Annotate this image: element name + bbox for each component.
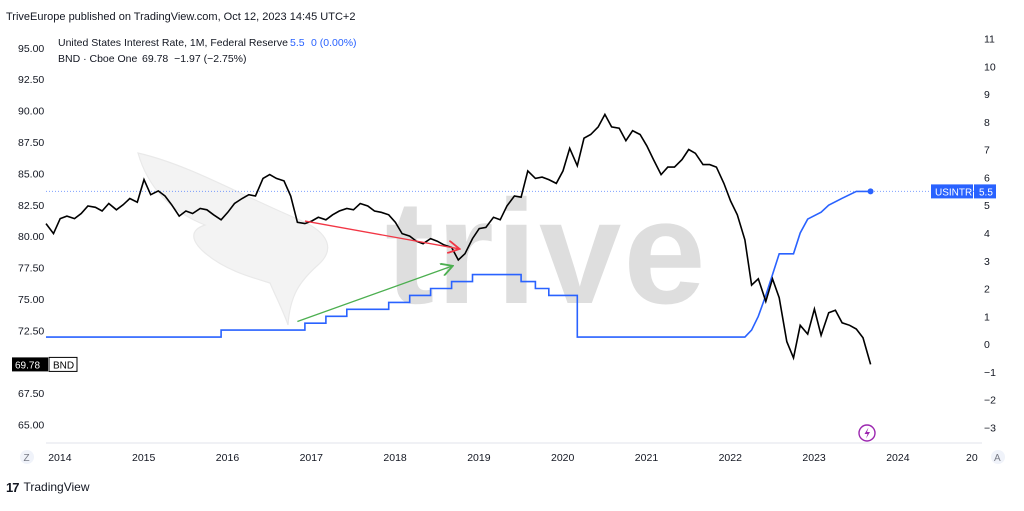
usintr-price-tag: USINTR 5.5 <box>931 184 996 199</box>
legend-usintr-value: 5.5 <box>290 37 305 49</box>
legend-usintr-change: 0 (0.00%) <box>311 37 357 49</box>
x-tick-label: 2020 <box>551 452 575 464</box>
z-button-label: Z <box>24 453 30 464</box>
left-tick-label: 82.50 <box>18 200 44 212</box>
left-price-axis[interactable]: 95.00 92.50 90.00 87.50 85.00 82.50 80.00 77.50… <box>18 43 44 432</box>
time-axis[interactable]: 2014 2015 2016 2017 2018 2019 2020 2021 2022 2023… <box>48 452 978 464</box>
bnd-tag-value: 69.78 <box>15 360 40 371</box>
right-tick-label: 11 <box>984 34 995 46</box>
left-tick-label: 65.00 <box>18 419 44 431</box>
right-tick-label: 7 <box>984 145 990 157</box>
right-tick-label: 6 <box>984 173 990 185</box>
right-tick-label: −2 <box>984 395 996 407</box>
x-tick-label: 20 <box>966 452 978 464</box>
bnd-series-line <box>45 112 872 365</box>
x-tick-label: 2017 <box>300 452 324 464</box>
watermark: trive <box>137 152 708 335</box>
x-tick-label: 2014 <box>48 452 72 464</box>
watermark-text: trive <box>385 170 708 335</box>
bnd-price-tag: 69.78 BND <box>12 356 78 372</box>
red-trend-arrow[interactable] <box>304 220 458 249</box>
watermark-logo-icon <box>137 152 329 326</box>
published-header: TriveEurope published on TradingView.com… <box>6 11 356 23</box>
legend-bnd-values: 69.78 −1.97 (−2.75%) <box>142 53 247 65</box>
x-tick-label: 2016 <box>216 452 240 464</box>
left-tick-label: 72.50 <box>18 325 44 337</box>
left-tick-label: 87.50 <box>18 137 44 149</box>
x-tick-label: 2023 <box>802 452 826 464</box>
right-tick-label: 4 <box>984 228 990 240</box>
usintr-tag-label: USINTR <box>935 187 972 198</box>
x-tick-label: 2021 <box>635 452 659 464</box>
left-tick-label: 92.50 <box>18 74 44 86</box>
legend-usintr-name[interactable]: United States Interest Rate, 1M, Federal… <box>58 37 288 49</box>
right-tick-label: −3 <box>984 422 996 434</box>
x-tick-label: 2018 <box>383 452 407 464</box>
bnd-tag-label: BND <box>53 360 74 371</box>
x-tick-label: 2019 <box>467 452 491 464</box>
left-tick-label: 77.50 <box>18 263 44 275</box>
right-tick-label: 0 <box>984 339 990 351</box>
right-tick-label: 8 <box>984 117 990 129</box>
right-tick-label: 10 <box>984 62 996 74</box>
left-tick-label: 85.00 <box>18 168 44 180</box>
right-tick-label: 3 <box>984 256 990 268</box>
x-tick-label: 2024 <box>886 452 910 464</box>
right-tick-label: 2 <box>984 284 990 296</box>
x-tick-label: 2015 <box>132 452 156 464</box>
legend: United States Interest Rate, 1M, Federal… <box>58 37 357 65</box>
green-trend-arrow[interactable] <box>297 266 451 323</box>
usintr-tag-value: 5.5 <box>979 187 993 198</box>
chart-svg[interactable]: trive 95.00 92.50 90.00 87.50 85.00 82.50 80.0… <box>0 25 1024 471</box>
left-tick-label: 90.00 <box>18 106 44 118</box>
footer-brand[interactable]: TradingView <box>23 480 90 494</box>
tradingview-logo-icon[interactable]: 17 <box>6 479 20 495</box>
right-tick-label: −1 <box>984 367 996 379</box>
left-tick-label: 75.00 <box>18 294 44 306</box>
a-button-label: A <box>994 453 1001 464</box>
chart-frame[interactable]: trive 95.00 92.50 90.00 87.50 85.00 82.50 80.0… <box>0 25 1024 471</box>
x-tick-label: 2022 <box>719 452 743 464</box>
usintr-series-line <box>46 190 871 338</box>
right-tick-label: 5 <box>984 200 990 212</box>
left-tick-label: 95.00 <box>18 43 44 55</box>
footer: 17 TradingView <box>6 479 90 495</box>
usintr-last-point <box>867 188 874 195</box>
legend-bnd-name[interactable]: BND · Cboe One <box>58 53 138 65</box>
left-tick-label: 67.50 <box>18 388 44 400</box>
z-button[interactable]: Z <box>20 450 34 464</box>
right-tick-label: 1 <box>984 311 990 323</box>
bolt-icon[interactable] <box>858 424 876 442</box>
right-tick-label: 9 <box>984 89 990 101</box>
left-tick-label: 80.00 <box>18 231 44 243</box>
a-button[interactable]: A <box>991 450 1005 464</box>
